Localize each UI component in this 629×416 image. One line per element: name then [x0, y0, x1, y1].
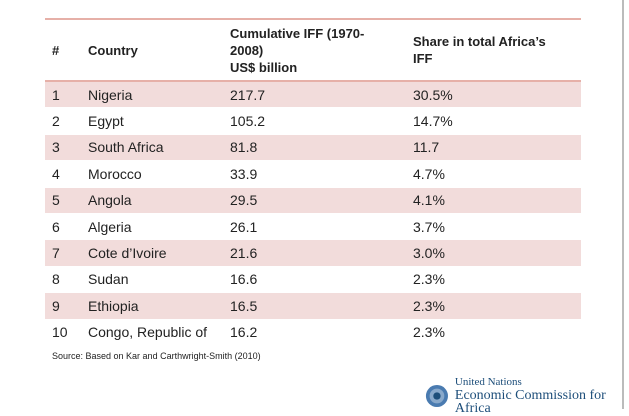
table-row: 1 Nigeria 217.7 30.5% — [45, 81, 581, 108]
header-iff-line2: US$ billion — [230, 59, 298, 75]
table-row: 8 Sudan 16.6 2.3% — [45, 266, 581, 293]
cell-iff: 16.5 — [230, 297, 258, 314]
cell-iff: 29.5 — [230, 192, 258, 209]
cell-iff: 16.6 — [230, 271, 258, 288]
cell-country: Egypt — [88, 113, 124, 130]
logo-line2: Economic Commission for Africa — [454, 388, 606, 416]
cell-country: Sudan — [88, 271, 129, 288]
cell-rank: 4 — [52, 165, 60, 182]
cell-rank: 2 — [52, 113, 60, 130]
cell-iff: 217.7 — [230, 86, 266, 103]
cell-country: Nigeria — [88, 86, 133, 103]
cell-share: 2.3% — [413, 271, 445, 288]
cell-country: Algeria — [88, 218, 132, 235]
table-row: 10 Congo, Republic of 16.2 2.3% — [45, 319, 581, 346]
cell-country: Angola — [88, 192, 132, 209]
cell-iff: 81.8 — [230, 139, 258, 156]
iff-table: # Country Cumulative IFF (1970-2008) US$ … — [45, 18, 581, 346]
header-country: Country — [88, 42, 138, 58]
cell-share: 2.3% — [413, 297, 445, 314]
table-row: 6 Algeria 26.1 3.7% — [45, 213, 581, 240]
cell-iff: 26.1 — [230, 218, 258, 235]
header-share-text: Share in total Africa’s IFF — [413, 34, 546, 66]
header-iff-line1: Cumulative IFF (1970-2008) — [230, 25, 365, 58]
header-share: Share in total Africa’s IFF — [413, 19, 581, 81]
logo-line1: United Nations — [454, 376, 522, 388]
cell-share: 4.1% — [413, 192, 445, 209]
table-row: 4 Morocco 33.9 4.7% — [45, 161, 581, 188]
cell-iff: 21.6 — [230, 245, 258, 262]
cell-rank: 9 — [52, 297, 60, 314]
cell-country: South Africa — [88, 139, 164, 156]
cell-share: 2.3% — [413, 324, 445, 341]
table-row: 7 Cote d’Ivoire 21.6 3.0% — [45, 239, 581, 267]
page-edge — [622, 0, 624, 409]
cell-rank: 6 — [52, 218, 60, 235]
cell-rank: 1 — [52, 86, 60, 103]
cell-rank: 5 — [52, 192, 60, 209]
cell-iff: 16.2 — [230, 324, 258, 341]
cell-rank: 7 — [52, 245, 60, 262]
cell-share: 11.7 — [413, 139, 440, 156]
cell-rank: 10 — [52, 324, 68, 341]
cell-share: 3.7% — [413, 218, 445, 235]
un-emblem-icon — [425, 384, 448, 407]
cell-country: Congo, Republic of — [88, 324, 208, 341]
header-rank: # — [52, 42, 60, 58]
table-row: 5 Angola 29.5 4.1% — [45, 187, 581, 214]
table-row: 9 Ethiopia 16.5 2.3% — [45, 292, 581, 320]
cell-share: 30.5% — [413, 86, 453, 103]
table-row: 3 South Africa 81.8 11.7 — [45, 134, 581, 161]
uneca-logo: United Nations Economic Commission for Af… — [425, 376, 629, 416]
cell-iff: 33.9 — [230, 165, 258, 182]
source-note: Source: Based on Kar and Carthwright-Smi… — [52, 351, 261, 361]
cell-country: Cote d’Ivoire — [88, 245, 167, 262]
table-row: 2 Egypt 105.2 14.7% — [45, 108, 581, 135]
cell-country: Ethiopia — [88, 297, 139, 314]
cell-rank: 8 — [52, 271, 60, 288]
header-iff: Cumulative IFF (1970-2008) US$ billion — [230, 19, 413, 81]
cell-rank: 3 — [52, 139, 60, 156]
cell-share: 3.0% — [413, 245, 445, 262]
cell-share: 14.7% — [413, 113, 453, 130]
cell-country: Morocco — [88, 165, 142, 182]
header-row: # Country Cumulative IFF (1970-2008) US$ … — [45, 19, 581, 81]
cell-iff: 105.2 — [230, 113, 266, 130]
cell-share: 4.7% — [413, 165, 445, 182]
